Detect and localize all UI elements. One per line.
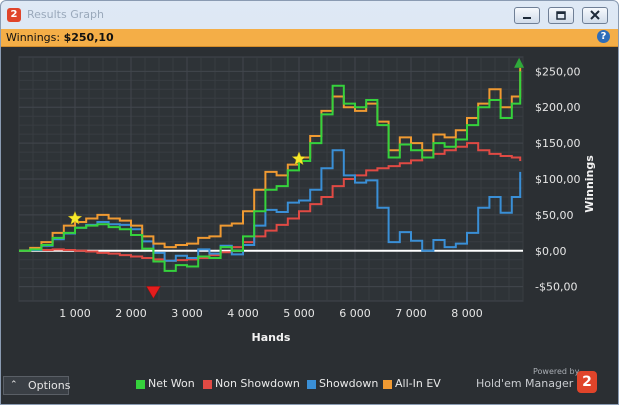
legend-label: Non Showdown [215,377,300,390]
x-tick-label: 8 000 [451,307,483,320]
options-button[interactable]: ⌃ Options [3,376,71,395]
legend-swatch [383,380,392,389]
legend-label: Showdown [319,377,379,390]
y-tick-label: -$50,00 [535,281,577,294]
y-axis-label: Winnings [583,155,596,213]
x-tick-label: 3 000 [171,307,203,320]
series-showdown [19,149,522,262]
x-tick-label: 7 000 [395,307,427,320]
low-point-marker-icon [145,286,161,299]
minimize-button[interactable] [514,7,540,24]
window-title: Results Graph [27,8,104,21]
y-tick-label: $200,00 [535,101,581,114]
y-tick-label: $100,00 [535,173,581,186]
x-tick-label: 5 000 [283,307,315,320]
x-tick-label: 1 000 [59,307,91,320]
hm2-logo-icon: 2 [577,371,597,393]
y-tick-label: $250,00 [535,65,581,78]
winnings-summary: Winnings: $250,10 [6,31,114,44]
brand-name: Hold'em Manager [476,377,574,390]
y-tick-label: $50,00 [535,209,574,222]
winnings-label: Winnings: [6,31,61,44]
chevron-up-icon: ⌃ [10,380,18,390]
star-marker-icon [291,151,307,166]
winnings-value: $250,10 [63,31,114,44]
x-tick-label: 6 000 [339,307,371,320]
legend-label: Net Won [148,377,195,390]
series-net-won [19,71,522,272]
y-tick-label: $150,00 [535,137,581,150]
winnings-bar: Winnings: $250,10 ? [1,29,618,47]
star-marker-icon [67,210,83,225]
series-non-showdown [19,142,522,262]
legend-label: All-In EV [395,377,441,390]
title-bar: 2 Results Graph [1,1,618,29]
x-tick-label: 2 000 [115,307,147,320]
legend-swatch [136,380,145,389]
results-chart: 1 000 2 000 3 000 4 000 5 000 6 000 7 000 8 000… [18,56,596,344]
powered-by-label: Powered by [533,367,580,376]
legend-swatch [203,380,212,389]
high-point-marker-icon [514,57,525,68]
options-label: Options [28,379,71,392]
series-all-in-ev [19,67,522,252]
y-tick-label: $0,00 [535,245,567,258]
maximize-button[interactable] [548,7,574,24]
legend-swatch [307,380,316,389]
close-button[interactable] [582,7,608,24]
x-axis-label: Hands [252,331,291,344]
x-tick-label: 4 000 [227,307,259,320]
hm2-app-icon: 2 [7,8,21,22]
help-icon[interactable]: ? [597,30,610,43]
